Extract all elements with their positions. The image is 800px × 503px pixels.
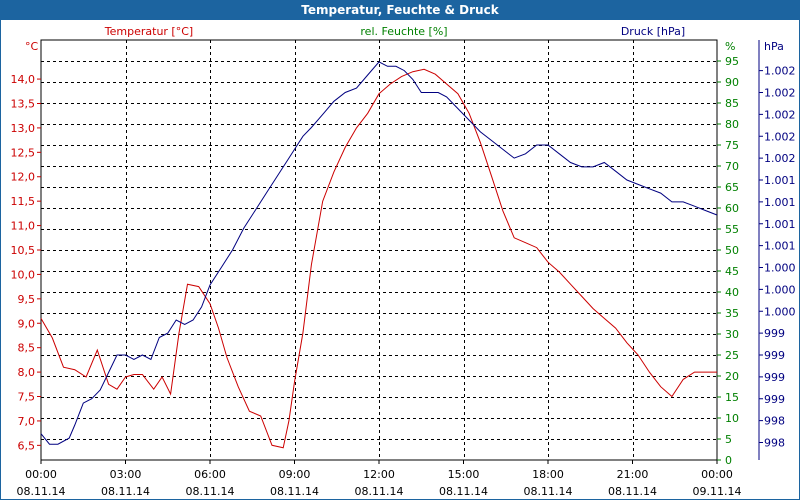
humidity-tick-label: 60 — [725, 202, 739, 215]
pressure-tick-label: 1.002 — [764, 152, 796, 165]
temperature-tick-label: 12,0 — [11, 171, 36, 184]
humidity-tick-label: 65 — [725, 181, 739, 194]
pressure-tick-label: 998 — [764, 437, 785, 450]
temperature-tick-label: 8,0 — [18, 366, 36, 379]
temperature-tick-label: 9,0 — [18, 317, 36, 330]
x-tick-date: 08.11.14 — [270, 485, 319, 498]
pressure-tick-label: 1.000 — [764, 305, 796, 318]
x-tick-time: 00:00 — [25, 468, 57, 481]
humidity-tick-label: 10 — [725, 412, 739, 425]
humidity-tick-label: 0 — [725, 454, 732, 467]
pressure-unit-label: hPa — [764, 40, 784, 53]
humidity-unit-label: % — [725, 40, 735, 53]
pressure-tick-label: 1.001 — [764, 218, 796, 231]
pressure-tick-label: 999 — [764, 371, 785, 384]
temperature-tick-label: 13,5 — [11, 97, 36, 110]
chart-panel: 6,5 7,0 7,5 8,0 8,5 9,0 9,5 10,0 10,5 11,0 11,5 12,… — [0, 20, 800, 500]
pressure-tick-label: 999 — [764, 349, 785, 362]
humidity-tick-label: 80 — [725, 118, 739, 131]
temperature-tick-label: 14,0 — [11, 73, 36, 86]
humidity-tick-label: 40 — [725, 286, 739, 299]
humidity-tick-label: 15 — [725, 391, 739, 404]
temperature-tick-label: 12,5 — [11, 146, 36, 159]
temperature-axis-label: Temperatur [°C] — [104, 25, 193, 38]
pressure-tick-label: 999 — [764, 327, 785, 340]
x-tick-date: 09.11.14 — [693, 485, 742, 498]
temperature-axis: 6,5 7,0 7,5 8,0 8,5 9,0 9,5 10,0 10,5 11,0 11,5 12,… — [11, 73, 41, 452]
x-tick-date: 08.11.14 — [355, 485, 404, 498]
humidity-tick-label: 25 — [725, 349, 739, 362]
pressure-tick-label: 1.001 — [764, 174, 796, 187]
x-tick-time: 09:00 — [279, 468, 311, 481]
temperature-tick-label: 8,5 — [18, 342, 36, 355]
humidity-tick-label: 55 — [725, 223, 739, 236]
x-tick-time: 00:00 — [701, 468, 733, 481]
x-tick-time: 12:00 — [363, 468, 395, 481]
humidity-tick-label: 70 — [725, 160, 739, 173]
x-tick-time: 18:00 — [532, 468, 564, 481]
pressure-tick-label: 1.002 — [764, 65, 796, 78]
pressure-tick-label: 998 — [764, 415, 785, 428]
temperature-tick-label: 10,5 — [11, 244, 36, 257]
temperature-tick-label: 11,0 — [11, 220, 36, 233]
pressure-tick-label: 1.002 — [764, 108, 796, 121]
pressure-axis-label: Druck [hPa] — [621, 25, 685, 38]
grid — [41, 40, 717, 460]
x-tick-time: 21:00 — [617, 468, 649, 481]
humidity-tick-label: 50 — [725, 244, 739, 257]
humidity-tick-label: 95 — [725, 55, 739, 68]
temperature-tick-label: 13,0 — [11, 122, 36, 135]
series-line-temperature — [40, 68, 717, 449]
chart-title: Temperatur, Feuchte & Druck — [0, 0, 800, 20]
humidity-axis-label: rel. Feuchte [%] — [360, 25, 447, 38]
humidity-tick-label: 45 — [725, 265, 739, 278]
temperature-unit-label: °C — [25, 40, 39, 53]
temperature-tick-label: 9,5 — [18, 293, 36, 306]
humidity-tick-label: 85 — [725, 97, 739, 110]
x-tick-time: 03:00 — [110, 468, 142, 481]
x-tick-time: 15:00 — [448, 468, 480, 481]
x-axis: 00:00 08.11.14 03:00 08.11.14 06:00 08.11.14 0… — [17, 460, 742, 498]
x-tick-date: 08.11.14 — [186, 485, 235, 498]
pressure-tick-label: 999 — [764, 393, 785, 406]
x-tick-date: 08.11.14 — [608, 485, 657, 498]
pressure-tick-label: 1.000 — [764, 283, 796, 296]
chart-svg: 6,5 7,0 7,5 8,0 8,5 9,0 9,5 10,0 10,5 11,0 11,5 12,… — [11, 25, 796, 498]
humidity-tick-label: 75 — [725, 139, 739, 152]
x-tick-date: 08.11.14 — [101, 485, 150, 498]
humidity-tick-label: 20 — [725, 370, 739, 383]
humidity-axis: 0 5 10 15 20 25 30 35 40 45 50 55 60 65 70 75 80 85 90 95 — [717, 55, 739, 467]
x-tick-date: 08.11.14 — [439, 485, 488, 498]
temperature-tick-label: 6,5 — [18, 439, 36, 452]
series-line-pressure — [40, 61, 718, 445]
pressure-tick-label: 1.001 — [764, 196, 796, 209]
series-layer — [40, 61, 718, 449]
humidity-tick-label: 35 — [725, 307, 739, 320]
pressure-tick-label: 1.002 — [764, 87, 796, 100]
humidity-tick-label: 5 — [725, 433, 732, 446]
pressure-tick-label: 1.002 — [764, 130, 796, 143]
pressure-axis: 998 998 999 999 999 999 1.000 1.000 1.000 1.001 1.… — [758, 40, 796, 460]
pressure-tick-label: 1.000 — [764, 262, 796, 275]
temperature-tick-label: 10,0 — [11, 268, 36, 281]
humidity-tick-label: 90 — [725, 76, 739, 89]
humidity-tick-label: 30 — [725, 328, 739, 341]
x-tick-date: 08.11.14 — [17, 485, 66, 498]
x-tick-time: 06:00 — [194, 468, 226, 481]
temperature-tick-label: 11,5 — [11, 195, 36, 208]
x-tick-date: 08.11.14 — [524, 485, 573, 498]
temperature-tick-label: 7,5 — [18, 391, 36, 404]
temperature-tick-label: 7,0 — [18, 415, 36, 428]
pressure-tick-label: 1.001 — [764, 240, 796, 253]
